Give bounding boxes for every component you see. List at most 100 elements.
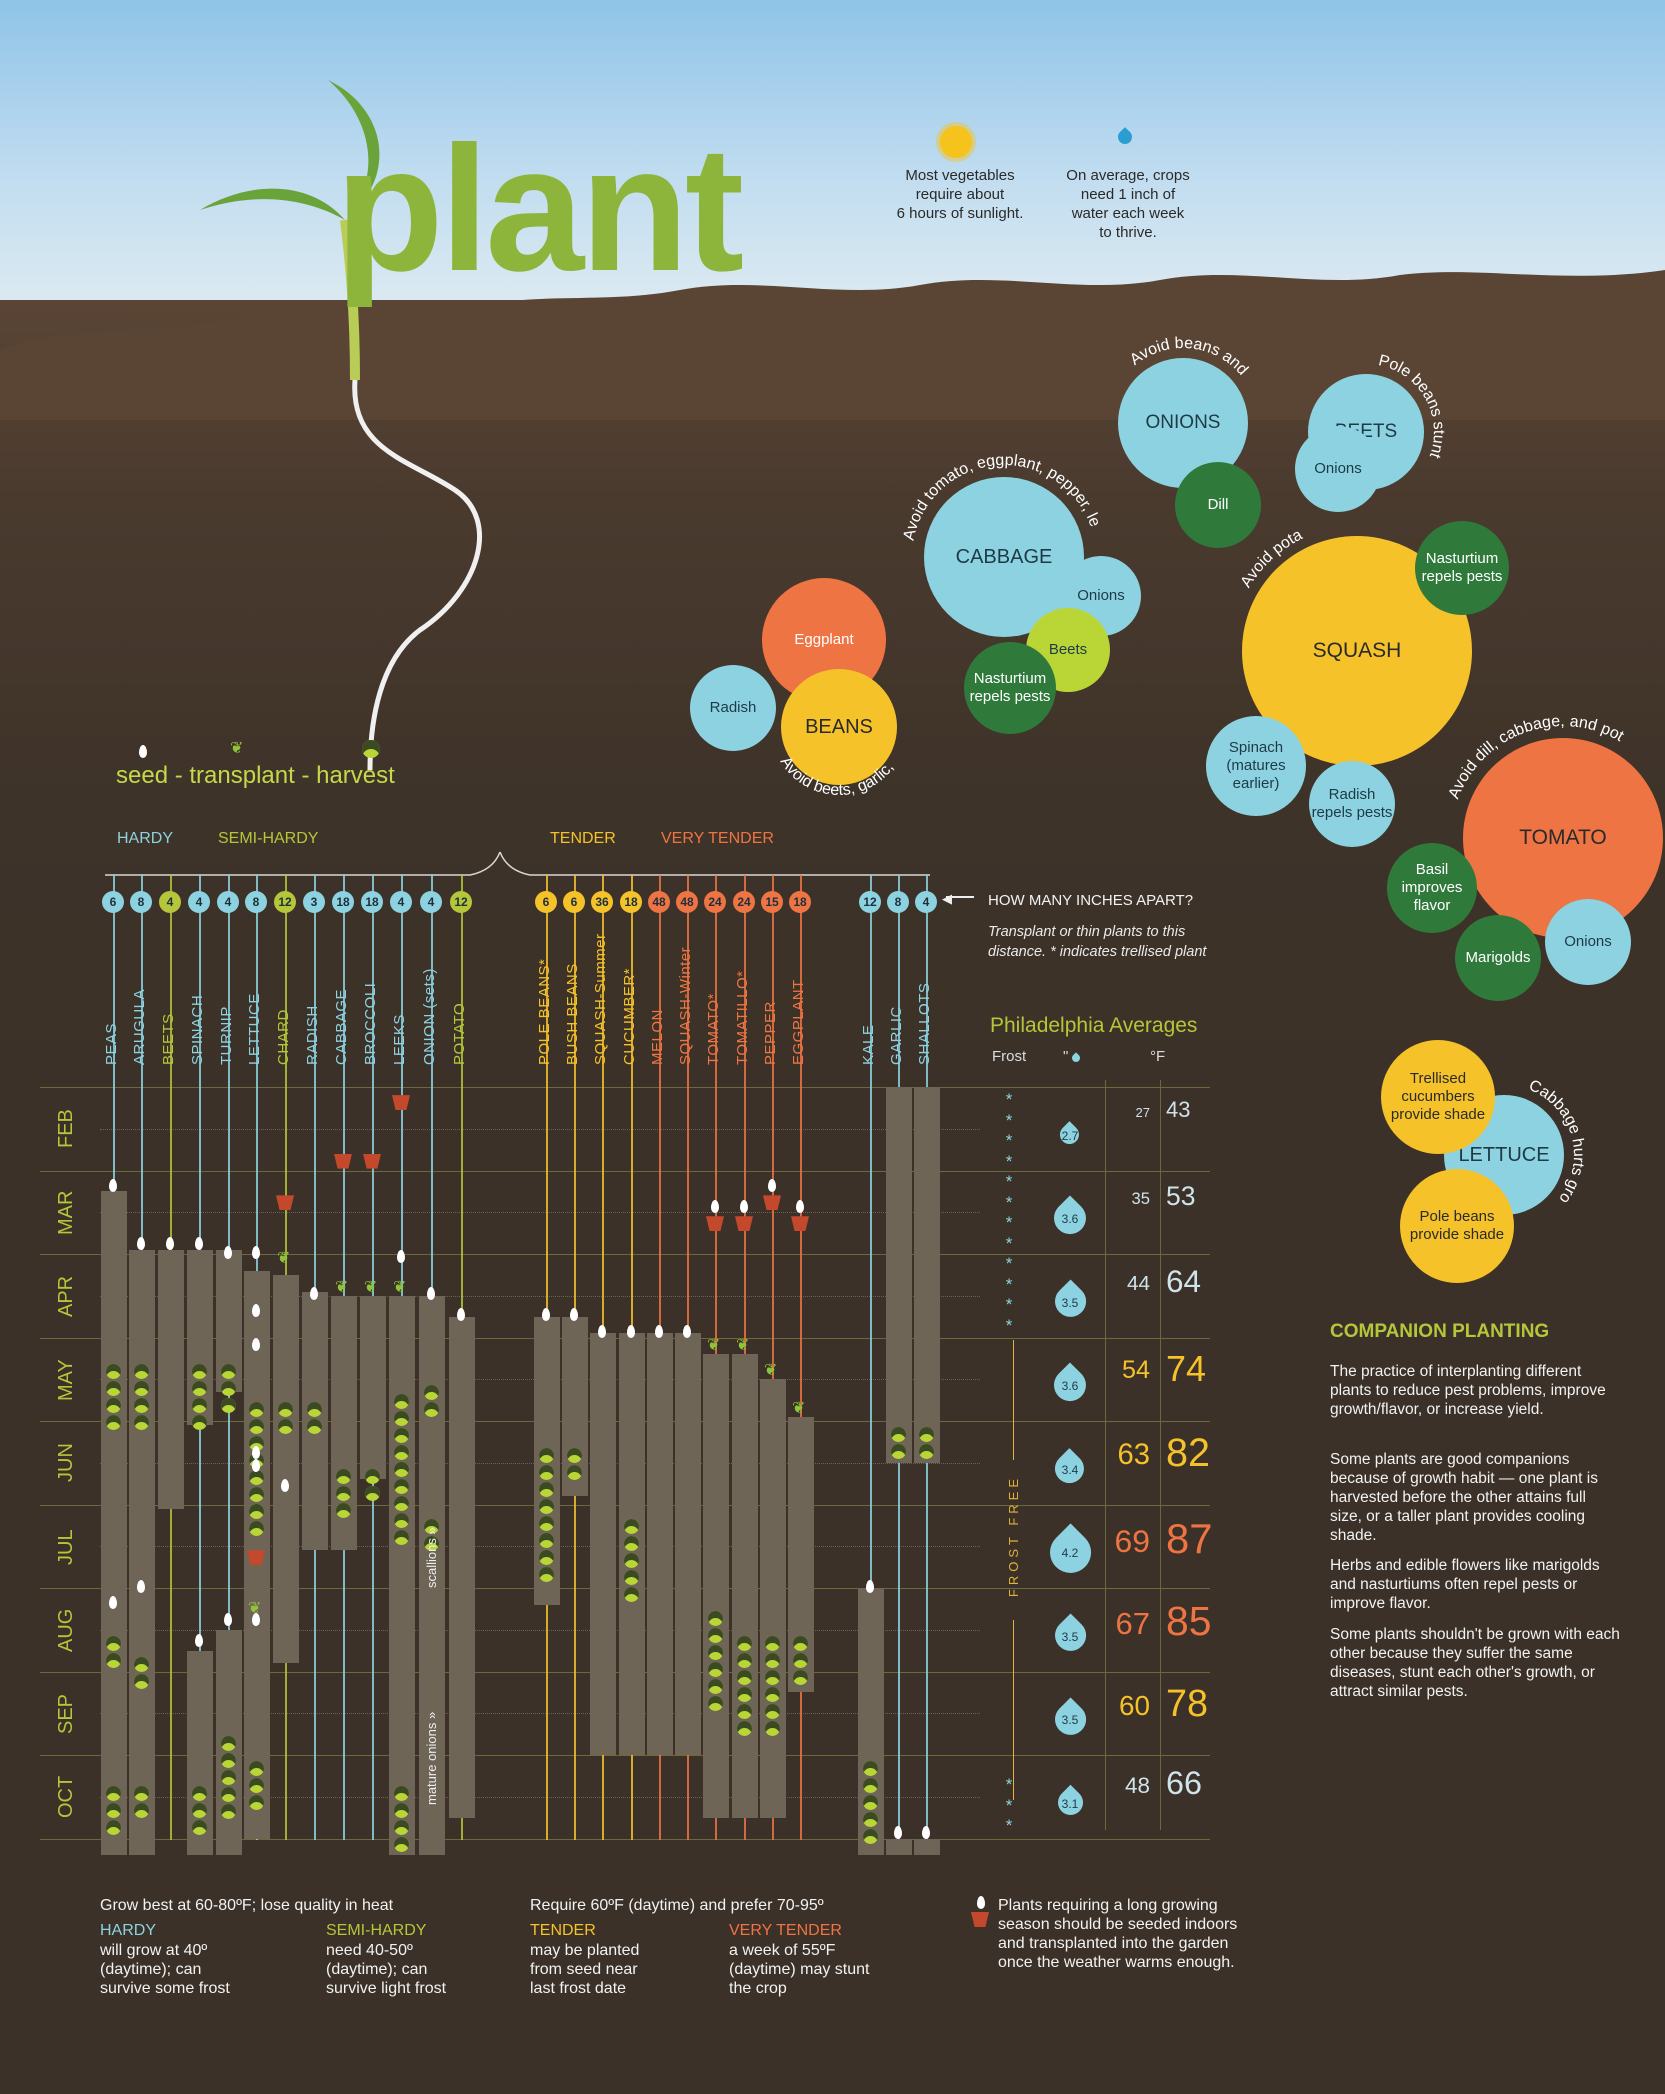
harvest-icon xyxy=(539,1549,554,1565)
month-grid-line xyxy=(40,1170,1210,1172)
spacing-arrow xyxy=(946,896,974,898)
month-grid-line xyxy=(40,1838,1210,1840)
spacing-badge: 8 xyxy=(130,891,152,913)
harvest-icon xyxy=(221,1769,236,1785)
seed-icon xyxy=(570,1308,578,1322)
season-bar xyxy=(273,1274,299,1664)
seed-icon xyxy=(195,1633,203,1647)
sprout-icon: ❦ xyxy=(364,1278,378,1296)
season-bar xyxy=(158,1249,184,1509)
harvest-icon xyxy=(134,1415,149,1431)
sun-note: Most vegetables require about 6 hours of… xyxy=(896,167,1024,222)
mid-month-dotted-line xyxy=(100,1128,980,1130)
harvest-icon xyxy=(424,1402,439,1418)
harvest-icon xyxy=(192,1364,207,1380)
harvest-icon xyxy=(106,1398,121,1414)
crop-stem-line xyxy=(800,875,802,1840)
high-temperature-value: 74 xyxy=(1166,1347,1206,1389)
harvest-stack xyxy=(249,1761,264,1810)
companion-paragraph-3: Herbs and edible flowers like marigolds … xyxy=(1330,1557,1600,1612)
crop-stem-line xyxy=(870,875,872,1840)
harvest-icon xyxy=(919,1444,934,1459)
harvest-stack xyxy=(365,1468,380,1501)
frost-column-label: Frost xyxy=(992,1048,1027,1065)
harvest-icon xyxy=(765,1720,780,1736)
harvest-icon xyxy=(539,1515,554,1531)
footer-semi-title: SEMI-HARDY xyxy=(326,1922,427,1939)
sun-icon xyxy=(940,126,972,158)
harvest-stack xyxy=(394,1393,409,1545)
harvest-icon xyxy=(336,1485,351,1501)
harvest-icon xyxy=(192,1415,207,1431)
harvest-icon xyxy=(708,1644,723,1660)
frost-asterisk-icon: * xyxy=(1005,1816,1013,1835)
seed-icon xyxy=(252,1613,260,1627)
bubble-label: ONIONS xyxy=(1145,412,1221,433)
frost-asterisk-icon: * xyxy=(1005,1131,1013,1150)
rainfall-value: 3.5 xyxy=(1061,1295,1079,1310)
harvest-icon xyxy=(765,1669,780,1685)
seed-icon xyxy=(397,1249,405,1263)
season-bar xyxy=(703,1354,729,1818)
high-temperature-value: 78 xyxy=(1166,1681,1208,1724)
harvest-stack xyxy=(624,1518,639,1602)
spacing-badge: 4 xyxy=(159,891,181,913)
pot-icon xyxy=(363,1153,381,1169)
frost-free-line xyxy=(1013,1620,1014,1800)
harvest-icon xyxy=(737,1652,752,1668)
harvest-icon xyxy=(394,1803,409,1819)
averages-title: Philadelphia Averages xyxy=(990,1014,1198,1037)
harvest-icon xyxy=(365,1485,380,1501)
spacing-badge: 12 xyxy=(450,891,472,913)
harvest-icon xyxy=(567,1447,582,1463)
footer-tender-title: TENDER xyxy=(530,1922,596,1939)
frost-asterisk-icon: * xyxy=(1005,1192,1013,1212)
season-bar xyxy=(360,1295,386,1480)
season-bar xyxy=(760,1379,786,1818)
avoid-arc-text: Cabbage hurts growth/flavor xyxy=(0,0,1587,1207)
seed-icon xyxy=(796,1199,804,1213)
avoid-arc-text: Avoid beans and peas xyxy=(0,0,1251,379)
temp-column-label: °F xyxy=(1150,1048,1166,1065)
frost-free-line xyxy=(1013,1340,1014,1460)
harvest-icon xyxy=(221,1735,236,1751)
seed-icon xyxy=(252,1245,260,1259)
harvest-icon xyxy=(249,1520,264,1536)
spacing-badge: 18 xyxy=(332,891,354,913)
harvest-icon xyxy=(765,1703,780,1719)
low-temperature-value: 60 xyxy=(1119,1689,1150,1721)
month-label: SEP xyxy=(55,1693,77,1734)
harvest-icon xyxy=(394,1393,409,1409)
harvest-stack xyxy=(278,1401,293,1434)
seed-icon xyxy=(252,1304,260,1318)
harvest-icon xyxy=(221,1364,236,1380)
harvest-icon xyxy=(863,1795,878,1810)
harvest-stack xyxy=(863,1761,878,1844)
harvest-icon xyxy=(106,1786,121,1802)
rainfall-value: 3.1 xyxy=(1061,1796,1079,1811)
harvest-stack xyxy=(106,1635,121,1668)
spacing-badge: 4 xyxy=(217,891,239,913)
onion-stage-note: scallions » xyxy=(424,1526,439,1588)
dill-bubble: Dill xyxy=(1175,462,1261,548)
pot-icon xyxy=(971,1912,989,1927)
soil-texture xyxy=(0,270,1665,420)
spacing-badge: 4 xyxy=(420,891,442,913)
bubble-label: Onions xyxy=(1077,587,1125,604)
month-label: JUL xyxy=(55,1528,77,1565)
harvest-icon xyxy=(919,1427,934,1442)
mid-month-dotted-line xyxy=(100,1295,980,1297)
spacing-badge: 48 xyxy=(648,891,670,913)
harvest-icon xyxy=(394,1478,409,1494)
harvest-stack xyxy=(106,1786,121,1836)
pot-icon xyxy=(392,1095,410,1111)
frost-asterisk-icon: * xyxy=(1005,1151,1013,1171)
rainfall-value: 3.6 xyxy=(1061,1379,1079,1394)
low-temperature-value: 63 xyxy=(1117,1439,1150,1471)
frost-asterisk-icon: * xyxy=(1005,1795,1013,1815)
harvest-icon xyxy=(106,1652,121,1668)
branch-lines xyxy=(105,851,930,876)
season-bar xyxy=(914,1838,940,1856)
rainfall-value: 3.5 xyxy=(1061,1713,1079,1728)
harvest-icon xyxy=(394,1410,409,1426)
